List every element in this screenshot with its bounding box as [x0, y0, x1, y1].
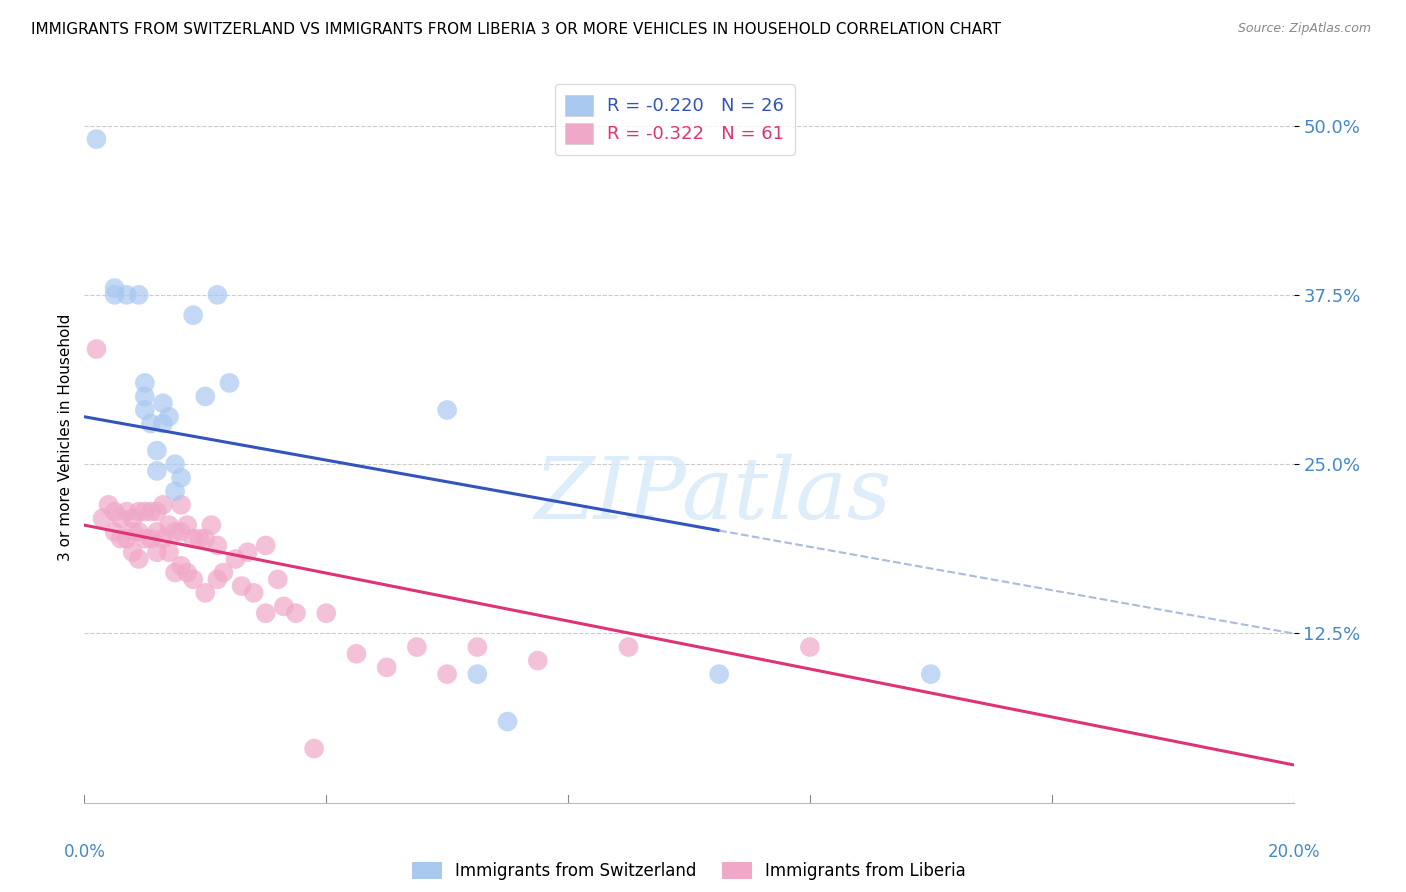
Point	[91, 511, 114, 525]
Point	[157, 545, 180, 559]
Point	[110, 511, 132, 525]
Point	[200, 518, 222, 533]
Point	[285, 606, 308, 620]
Point	[104, 505, 127, 519]
Point	[134, 376, 156, 390]
Point	[165, 524, 187, 539]
Point	[152, 498, 174, 512]
Point	[436, 403, 458, 417]
Point	[134, 505, 156, 519]
Point	[128, 524, 150, 539]
Point	[207, 288, 229, 302]
Point	[225, 552, 247, 566]
Point	[709, 667, 731, 681]
Text: 20.0%: 20.0%	[1267, 843, 1320, 861]
Point	[165, 457, 187, 471]
Point	[346, 647, 368, 661]
Point	[146, 505, 169, 519]
Point	[181, 532, 204, 546]
Point	[176, 566, 198, 580]
Point	[134, 389, 156, 403]
Point	[128, 288, 150, 302]
Point	[152, 396, 174, 410]
Point	[146, 464, 169, 478]
Text: 0.0%: 0.0%	[63, 843, 105, 861]
Point	[188, 532, 211, 546]
Text: Source: ZipAtlas.com: Source: ZipAtlas.com	[1237, 22, 1371, 36]
Point	[207, 538, 229, 552]
Point	[799, 640, 821, 654]
Point	[194, 389, 217, 403]
Point	[146, 524, 169, 539]
Point	[920, 667, 942, 681]
Point	[165, 484, 187, 499]
Point	[436, 667, 458, 681]
Point	[236, 545, 259, 559]
Point	[194, 532, 217, 546]
Point	[207, 572, 229, 586]
Point	[121, 545, 143, 559]
Point	[139, 532, 162, 546]
Point	[467, 640, 489, 654]
Text: ZIPatlas: ZIPatlas	[534, 454, 891, 537]
Point	[231, 579, 253, 593]
Point	[128, 552, 150, 566]
Point	[467, 667, 489, 681]
Point	[254, 538, 277, 552]
Point	[146, 545, 169, 559]
Point	[157, 409, 180, 424]
Point	[115, 505, 138, 519]
Point	[496, 714, 519, 729]
Point	[181, 572, 204, 586]
Point	[110, 532, 132, 546]
Point	[617, 640, 640, 654]
Point	[527, 654, 550, 668]
Point	[176, 518, 198, 533]
Point	[254, 606, 277, 620]
Point	[86, 132, 108, 146]
Point	[170, 471, 193, 485]
Point	[181, 308, 204, 322]
Point	[134, 403, 156, 417]
Point	[273, 599, 295, 614]
Point	[139, 417, 162, 431]
Point	[134, 532, 156, 546]
Point	[104, 524, 127, 539]
Point	[170, 498, 193, 512]
Point	[115, 288, 138, 302]
Point	[375, 660, 398, 674]
Point	[104, 288, 127, 302]
Point	[170, 558, 193, 573]
Point	[121, 511, 143, 525]
Point	[146, 443, 169, 458]
Point	[121, 524, 143, 539]
Point	[165, 566, 187, 580]
Point	[86, 342, 108, 356]
Point	[152, 417, 174, 431]
Point	[315, 606, 337, 620]
Point	[218, 376, 240, 390]
Point	[152, 532, 174, 546]
Text: IMMIGRANTS FROM SWITZERLAND VS IMMIGRANTS FROM LIBERIA 3 OR MORE VEHICLES IN HOU: IMMIGRANTS FROM SWITZERLAND VS IMMIGRANT…	[31, 22, 1001, 37]
Point	[302, 741, 325, 756]
Legend: Immigrants from Switzerland, Immigrants from Liberia: Immigrants from Switzerland, Immigrants …	[405, 855, 973, 887]
Point	[212, 566, 235, 580]
Point	[194, 586, 217, 600]
Point	[104, 281, 127, 295]
Y-axis label: 3 or more Vehicles in Household: 3 or more Vehicles in Household	[58, 313, 73, 561]
Point	[267, 572, 290, 586]
Point	[157, 518, 180, 533]
Point	[115, 532, 138, 546]
Point	[128, 505, 150, 519]
Point	[406, 640, 429, 654]
Point	[97, 498, 120, 512]
Point	[242, 586, 264, 600]
Point	[139, 505, 162, 519]
Point	[170, 524, 193, 539]
